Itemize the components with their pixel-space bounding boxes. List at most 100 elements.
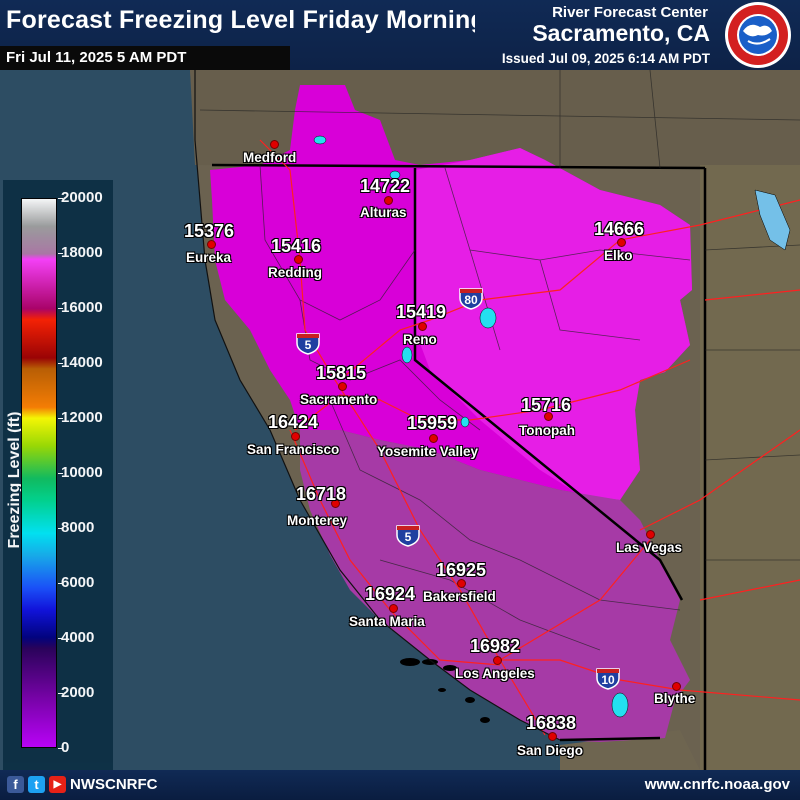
freezing-level-value: 15416 — [271, 236, 322, 256]
interstate-number: 10 — [601, 673, 615, 687]
footer-bar: f t ▶ NWSCNRFC www.cnrfc.noaa.gov — [0, 770, 800, 800]
freezing-level-value: 16925 — [436, 560, 487, 580]
city-marker — [646, 530, 655, 539]
freezing-level-nevada-region — [415, 148, 692, 500]
freezing-level-value: 14722 — [360, 176, 411, 196]
city-name: Reno — [403, 332, 437, 347]
freezing-level-value: 16838 — [526, 713, 577, 733]
lakes — [313, 135, 629, 718]
valid-time: Fri Jul 11, 2025 5 AM PDT — [0, 46, 290, 70]
city-marker — [389, 604, 398, 613]
highways — [259, 139, 800, 736]
legend-tick — [58, 363, 63, 364]
legend-tick — [58, 253, 63, 254]
city-name: Eureka — [186, 250, 232, 265]
great-salt-lake — [754, 189, 791, 251]
freezing-level-value: 15716 — [521, 395, 572, 415]
terrain-utah — [700, 165, 800, 770]
facebook-icon[interactable]: f — [7, 776, 24, 793]
city-name: Tonopah — [519, 423, 575, 438]
legend-label: 12000 — [61, 409, 103, 426]
city-name: Las Vegas — [616, 540, 683, 555]
interstate-shield-icon: 80 — [459, 288, 483, 310]
legend-tick — [58, 638, 63, 639]
legend-label: 0 — [61, 739, 70, 756]
city-name: Sacramento — [300, 392, 378, 407]
city-name: Medford — [243, 150, 297, 165]
interstate-shield-icon: 10 — [596, 668, 620, 690]
city-marker — [207, 240, 216, 249]
city-name: Alturas — [360, 205, 407, 220]
city-marker — [270, 140, 279, 149]
social-handle[interactable]: NWSCNRFC — [70, 776, 158, 793]
city-name: Monterey — [287, 513, 348, 528]
city-marker — [429, 434, 438, 443]
legend-color-bar — [21, 198, 57, 748]
legend-tick — [58, 473, 63, 474]
map-title: Forecast Freezing Level Friday Morning — [6, 6, 486, 34]
freezing-level-south-region — [300, 430, 690, 742]
city-marker — [457, 579, 466, 588]
office-city: Sacramento, CA — [532, 20, 710, 46]
city-name: San Diego — [517, 743, 584, 758]
terrain-baja — [560, 730, 700, 770]
city-name: Yosemite Valley — [377, 444, 479, 459]
city-marker — [617, 238, 626, 247]
legend-tick — [58, 418, 63, 419]
interstate-number: 5 — [404, 530, 412, 544]
legend-tick — [58, 528, 63, 529]
legend-label: 4000 — [61, 629, 95, 646]
freezing-level-value: 15376 — [184, 221, 235, 241]
freezing-level-value: 14666 — [594, 219, 645, 239]
city-name: San Francisco — [247, 442, 340, 457]
coastline — [194, 70, 561, 741]
channel-islands — [400, 658, 490, 723]
city-marker — [331, 499, 340, 508]
freezing-level-value: 15419 — [396, 302, 447, 322]
city-marker — [418, 322, 427, 331]
legend-tick — [58, 308, 63, 309]
legend-tick — [58, 583, 63, 584]
city-name: Los Angeles — [455, 666, 535, 681]
city-marker — [294, 255, 303, 264]
freezing-level-value: 16424 — [268, 412, 319, 432]
legend-label: 6000 — [61, 574, 95, 591]
youtube-icon[interactable]: ▶ — [49, 776, 66, 793]
nws-logo-icon — [725, 2, 791, 68]
office-line1: River Forecast Center — [552, 4, 708, 21]
interstate-number: 5 — [304, 338, 312, 352]
state-border — [211, 163, 707, 770]
freezing-level-value: 16982 — [470, 636, 521, 656]
header-left-panel: Forecast Freezing Level Friday Morning F… — [0, 0, 486, 70]
legend-label: 16000 — [61, 299, 103, 316]
interstate-shield-icon: 5 — [396, 525, 420, 547]
city-marker — [672, 682, 681, 691]
city-marker — [544, 412, 553, 421]
legend-label: 20000 — [61, 189, 103, 206]
legend-label: 10000 — [61, 464, 103, 481]
freezing-level-value: 16924 — [365, 584, 416, 604]
city-marker — [338, 382, 347, 391]
legend-tick — [58, 693, 63, 694]
issued-time: Issued Jul 09, 2025 6:14 AM PDT — [501, 51, 710, 66]
city-name: Santa Maria — [349, 614, 425, 629]
legend-label: 8000 — [61, 519, 95, 536]
city-marker — [291, 432, 300, 441]
city-name: Blythe — [654, 691, 696, 706]
freezing-level-value: 16718 — [296, 484, 347, 504]
city-name: Elko — [604, 248, 633, 263]
legend-tick — [58, 748, 63, 749]
freezing-level-value: 15815 — [316, 363, 367, 383]
legend-label: 18000 — [61, 244, 103, 261]
legend-label: 14000 — [61, 354, 103, 371]
legend-tick — [58, 198, 63, 199]
city-name: Bakersfield — [423, 589, 496, 604]
city-marker — [548, 732, 557, 741]
legend-label: 2000 — [61, 684, 95, 701]
city-marker — [493, 656, 502, 665]
twitter-icon[interactable]: t — [28, 776, 45, 793]
color-legend: Freezing Level (ft) 20000 18000 16000 14000… — [3, 180, 113, 772]
website-link[interactable]: www.cnrfc.noaa.gov — [644, 776, 790, 793]
interstate-shield-icon: 5 — [296, 333, 320, 355]
